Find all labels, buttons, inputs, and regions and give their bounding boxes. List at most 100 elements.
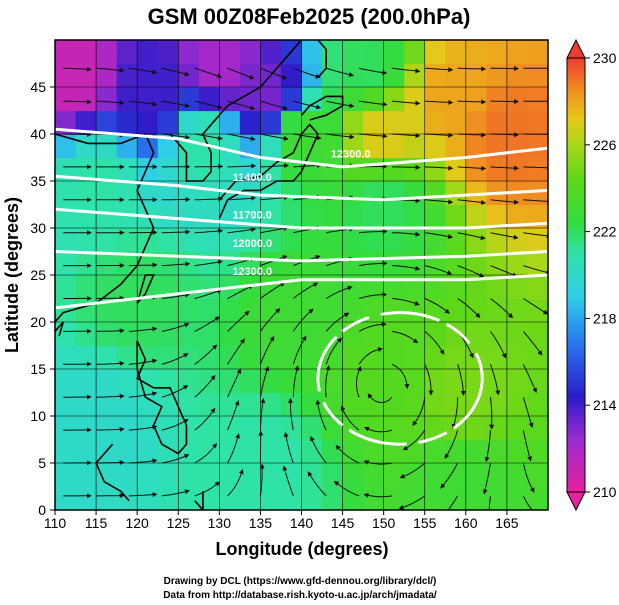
heatmap-cell [178, 40, 200, 65]
heatmap-cell [96, 110, 118, 135]
heatmap-cell [322, 463, 344, 488]
heatmap-cell [342, 228, 364, 253]
heatmap-cell [55, 486, 77, 510]
heatmap-cell [506, 87, 529, 112]
heatmap-cell [506, 392, 529, 417]
streamline [490, 232, 519, 240]
streamline [292, 308, 314, 332]
heatmap-cell [445, 63, 467, 88]
heatmap-cell [527, 110, 548, 135]
heatmap-cell [157, 392, 179, 417]
y-tick-label: 5 [38, 455, 46, 471]
heatmap-cell [363, 204, 385, 229]
heatmap-cell [506, 298, 529, 323]
heatmap-cell [178, 439, 200, 464]
heatmap-cell [383, 204, 405, 229]
heatmap-cell [260, 251, 282, 276]
heatmap-cell [527, 63, 548, 88]
streamline [293, 133, 322, 141]
heatmap-cell [157, 87, 179, 112]
heatmap-cell [55, 63, 77, 88]
heatmap-cell [486, 298, 508, 323]
heatmap-cell [301, 322, 323, 347]
heatmap-cell [465, 63, 487, 88]
streamline [333, 480, 360, 497]
heatmap-cell [465, 298, 487, 323]
streamline [398, 495, 426, 510]
heatmap-cell [219, 439, 241, 464]
heatmap-cell [157, 298, 179, 323]
heatmap-cell [96, 204, 118, 229]
grid-lines [55, 40, 548, 510]
heatmap-cell [280, 486, 303, 510]
streamline [490, 364, 501, 396]
streamline [260, 100, 289, 111]
streamline [63, 66, 92, 72]
heatmap-cell [178, 63, 200, 88]
heatmap-cell [75, 110, 97, 135]
heatmap-cell [527, 228, 548, 253]
coastline [136, 340, 188, 455]
heatmap-cell [506, 134, 529, 159]
heatmap-cell [486, 345, 508, 370]
streamline [161, 67, 190, 77]
heatmap-cell [280, 345, 303, 370]
heatmap-cell [322, 63, 344, 88]
streamline [358, 67, 388, 76]
heatmap-cell [198, 204, 220, 229]
credit-drawing: Drawing by DCL (https://www.gfd-dennou.o… [164, 576, 437, 587]
streamline [424, 232, 454, 239]
chart-title: GSM 00Z08Feb2025 (200.0hPa) [148, 4, 471, 29]
heatmap-cell [219, 345, 241, 370]
heatmap-cell [198, 322, 220, 347]
x-axis-ticks: 110 115 120 125 130 135 140 145 150 155 160 165 [44, 510, 519, 531]
heatmap-cell [506, 157, 529, 182]
heatmap-cell [527, 251, 548, 276]
streamline [128, 262, 158, 268]
heatmap-cell [363, 392, 385, 417]
heatmap-cell [445, 134, 467, 159]
y-tick-label: 35 [30, 173, 46, 189]
heatmap-cell [301, 463, 323, 488]
streamline [522, 462, 535, 493]
heatmap-cell [178, 204, 200, 229]
heatmap-cell [363, 181, 385, 206]
heatmap-cell [116, 322, 138, 347]
heatmap-cell [55, 392, 77, 417]
heatmap-cell [404, 110, 426, 135]
y-tick-label: 0 [38, 502, 46, 518]
heatmap-cell [404, 251, 426, 276]
heatmap-cell [137, 110, 159, 135]
heatmap-cell [116, 275, 138, 300]
y-axis-ticks: 0 5 10 15 20 25 30 35 40 45 [30, 79, 55, 518]
heatmap-cell [465, 110, 487, 135]
streamline [391, 363, 410, 390]
streamline [307, 471, 327, 497]
heatmap-cell [506, 204, 529, 229]
streamline [490, 99, 520, 105]
streamline [227, 67, 255, 80]
heatmap-cell [527, 40, 548, 65]
heatmap-cell [506, 110, 529, 135]
contour-line [55, 250, 548, 263]
heatmap-cell [55, 87, 77, 112]
streamline [358, 292, 388, 299]
heatmap-cell [75, 275, 97, 300]
streamline [424, 99, 454, 105]
heatmap-cell [198, 87, 220, 112]
streamline [194, 344, 218, 365]
heatmap-cell [322, 439, 344, 464]
heatmap-cell [280, 87, 303, 112]
heatmap-cell [260, 463, 282, 488]
heatmap-cell [239, 87, 262, 112]
heatmap-cell [445, 392, 467, 417]
streamline [161, 385, 189, 398]
streamline [259, 397, 266, 431]
heatmap-cell [424, 486, 446, 510]
streamline [227, 163, 257, 169]
streamline [325, 285, 353, 299]
heatmap-cell [465, 40, 487, 65]
streamline [364, 426, 393, 433]
heatmap-cell [506, 369, 529, 394]
streamline [96, 360, 125, 366]
